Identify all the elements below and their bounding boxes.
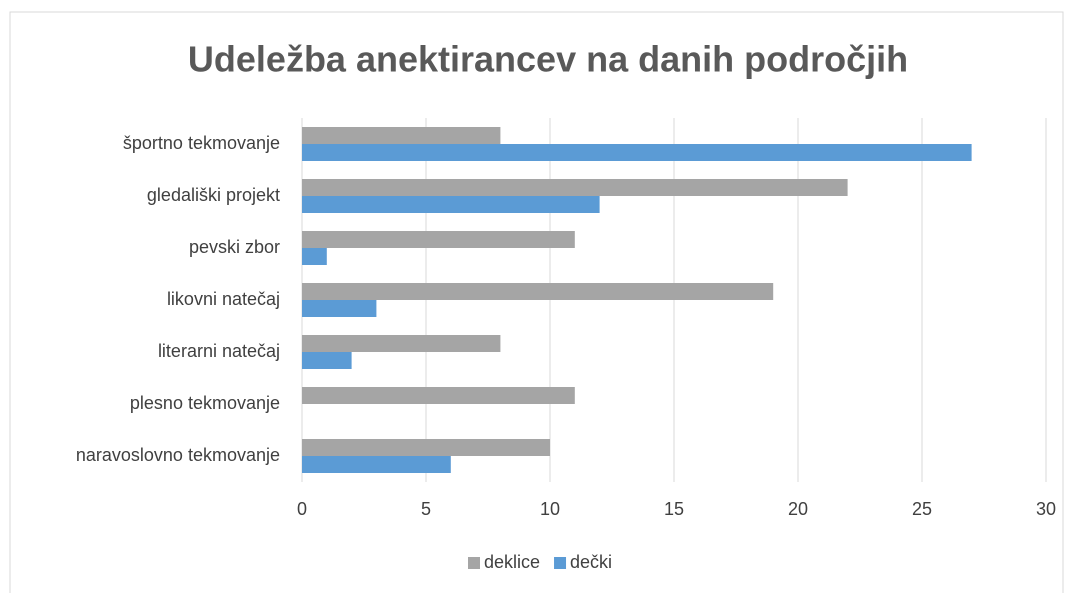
x-tick-label: 0 — [297, 499, 307, 519]
x-tick-label: 20 — [788, 499, 808, 519]
y-tick-label: športno tekmovanje — [123, 133, 280, 153]
y-tick-label: pevski zbor — [189, 237, 280, 257]
bar — [302, 352, 352, 369]
bar — [302, 196, 600, 213]
y-tick-label: plesno tekmovanje — [130, 393, 280, 413]
bar — [302, 231, 575, 248]
bar — [302, 248, 327, 265]
bar — [302, 300, 377, 317]
chart-border — [9, 11, 1064, 598]
chart-title: Udeležba anektirancev na danih področjih — [188, 39, 908, 80]
bar — [302, 439, 550, 456]
bar — [302, 283, 774, 300]
x-tick-label: 25 — [912, 499, 932, 519]
x-tick-label: 15 — [664, 499, 684, 519]
legend-swatch — [554, 557, 567, 569]
y-tick-label: gledališki projekt — [147, 185, 280, 205]
bar — [302, 144, 972, 161]
bar — [302, 127, 501, 144]
legend-label: dečki — [570, 552, 612, 572]
bar — [302, 387, 575, 404]
bar — [302, 179, 848, 196]
x-tick-label: 10 — [540, 499, 560, 519]
legend-swatch — [468, 557, 480, 569]
y-tick-label: literarni natečaj — [158, 341, 280, 361]
x-tick-label: 5 — [421, 499, 431, 519]
x-tick-label: 30 — [1036, 499, 1056, 519]
legend-label: deklice — [484, 552, 540, 572]
bar — [302, 335, 501, 352]
y-tick-label: likovni natečaj — [167, 289, 280, 309]
bar — [302, 456, 451, 473]
y-tick-label: naravoslovno tekmovanje — [76, 445, 280, 465]
